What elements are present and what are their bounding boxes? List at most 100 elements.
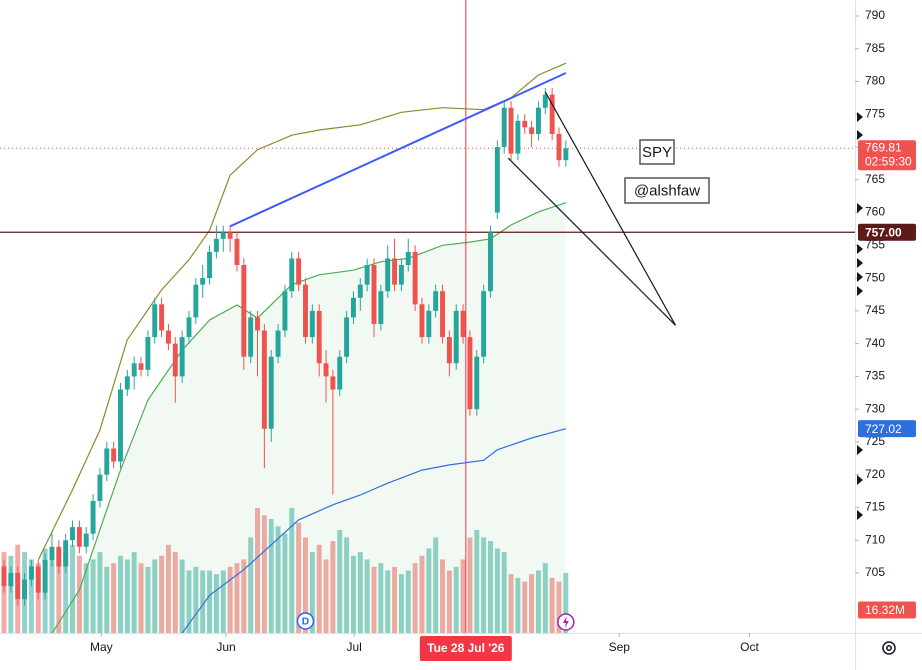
volume-bar [488, 541, 493, 633]
candle-body [364, 264, 370, 285]
candle-body [309, 310, 315, 338]
annotation-text: @alshfaw [634, 182, 700, 199]
candle-body [97, 474, 103, 501]
y-tick-label: 725 [865, 434, 885, 448]
settings-icon[interactable] [882, 641, 896, 655]
volume-bar [70, 544, 75, 633]
volume-bar [275, 526, 281, 633]
volume-bar [303, 537, 308, 633]
event-marker [296, 612, 315, 630]
candle-body [220, 232, 226, 239]
candle-body [152, 304, 158, 338]
candle-body [165, 330, 171, 344]
y-tick-label: 755 [865, 238, 885, 252]
candle-body [433, 291, 439, 311]
candle-body [392, 258, 398, 285]
candle-body [405, 251, 411, 265]
candle-body [296, 258, 302, 285]
volume-bar [563, 573, 569, 633]
volume-bar [529, 574, 535, 633]
volume-bar [515, 577, 521, 633]
candle-body [255, 317, 260, 331]
candle-body [350, 297, 356, 318]
volume-bar [227, 566, 233, 633]
candle-body [542, 94, 548, 108]
y-tick-label: 780 [865, 74, 885, 88]
candle-body [193, 284, 199, 318]
volume-bar [364, 559, 370, 633]
volume-bar [49, 555, 55, 633]
volume-bar [76, 555, 82, 633]
candle-body [261, 330, 267, 429]
candle-body [385, 258, 391, 292]
candle-body [138, 363, 144, 370]
volume-bar [378, 563, 384, 633]
trend-line [507, 157, 676, 326]
volume-bar [501, 552, 507, 633]
crosshair-label: Tue 28 Jul '26 [427, 641, 505, 655]
crosshair-label-box [419, 636, 512, 661]
y-tick-label: 785 [865, 41, 885, 55]
x-tick-label: Sep [609, 640, 631, 654]
volume-bar [392, 566, 398, 633]
y-tick-label: 775 [865, 106, 885, 120]
candle-body [268, 356, 274, 429]
volume-bar [90, 559, 96, 633]
candle-body [501, 107, 507, 148]
candle-body [515, 120, 521, 154]
candle-body [275, 330, 281, 357]
candle-body [234, 238, 240, 265]
candle-body [426, 310, 432, 338]
candle-body [131, 363, 137, 377]
last-price-label: 769.81 [865, 140, 902, 154]
volume-bar [419, 555, 425, 633]
volume-bar [508, 574, 514, 633]
candle-body [15, 572, 21, 600]
dividend-icon-bolt [562, 616, 569, 628]
candle-body [90, 500, 96, 534]
volume-bar [426, 548, 432, 633]
candle-body [8, 572, 14, 587]
candle-body [289, 258, 295, 292]
candle-body [76, 527, 82, 547]
annotation-box [639, 139, 675, 165]
volume-bar [255, 508, 260, 633]
y-tick-label: 740 [865, 336, 885, 350]
volume-bar [474, 530, 480, 633]
candle-body [118, 389, 123, 462]
hline-price-label: 757.00 [865, 225, 902, 239]
axes: 705 710 715 720 725 730 735 740 745 750 755 760 765 7… [90, 8, 916, 661]
candle-body [124, 376, 130, 390]
volume-bar [556, 581, 562, 633]
candle-body [549, 94, 555, 134]
candle-body [1, 566, 7, 587]
volume-bar [309, 552, 315, 633]
candle-body [378, 291, 384, 324]
candle-body [111, 448, 117, 462]
volume-bar [350, 555, 356, 633]
x-tick-label: May [90, 640, 113, 654]
y-tick-label: 720 [865, 467, 885, 481]
candle-body [282, 291, 288, 331]
volume-bar [453, 566, 459, 633]
annotation-text: SPY [642, 144, 672, 161]
candle-body [460, 310, 466, 338]
volume-bar [118, 555, 123, 633]
volume-bar [385, 570, 391, 633]
candle-body [316, 310, 322, 364]
volume-bar [248, 537, 254, 633]
candle-body [213, 238, 219, 252]
candle-body [248, 317, 254, 357]
candle-body [398, 264, 404, 285]
candle-body [419, 304, 425, 338]
plot-area [0, 0, 855, 633]
volume-bar [200, 570, 206, 633]
y-tick-label: 765 [865, 172, 885, 186]
hline-price-box [858, 223, 916, 241]
candle-body [70, 527, 75, 541]
candle-body [371, 264, 377, 324]
last-price-box [858, 140, 916, 171]
candle-body [467, 337, 473, 410]
candle-body [357, 284, 363, 298]
